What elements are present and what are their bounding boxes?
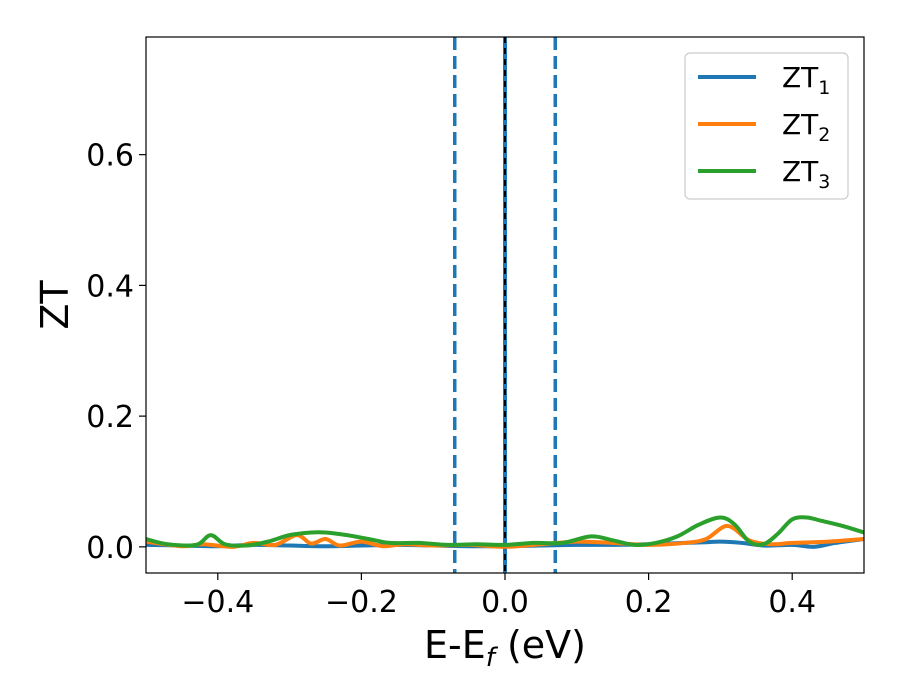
x-tick-label: −0.2 bbox=[325, 585, 398, 620]
x-tick-label: 0.2 bbox=[625, 585, 673, 620]
legend-label-3: ZT3 bbox=[782, 155, 830, 193]
x-axis-ticks: −0.4 −0.2 0.0 0.2 0.4 bbox=[181, 573, 816, 620]
y-axis-label: ZT bbox=[33, 280, 77, 330]
x-axis-label: E-Ef (eV) bbox=[424, 623, 586, 673]
y-tick-label: 0.6 bbox=[86, 139, 134, 174]
series-lines bbox=[146, 515, 864, 549]
y-tick-label: 0.4 bbox=[86, 269, 134, 304]
y-tick-label: 0.0 bbox=[86, 531, 134, 566]
y-tick-label: 0.2 bbox=[86, 400, 134, 435]
legend: ZT1 ZT2 ZT3 bbox=[684, 52, 849, 200]
legend-items: ZT1 ZT2 ZT3 bbox=[698, 61, 830, 193]
vertical-lines bbox=[452, 37, 558, 573]
x-tick-label: −0.4 bbox=[181, 585, 254, 620]
x-tick-label: 0.4 bbox=[768, 585, 816, 620]
legend-label-1: ZT1 bbox=[782, 61, 830, 99]
legend-label-2: ZT2 bbox=[782, 108, 830, 146]
y-axis-ticks: 0.0 0.2 0.4 0.6 bbox=[86, 139, 146, 566]
x-tick-label: 0.0 bbox=[481, 585, 529, 620]
legend-box bbox=[684, 52, 849, 200]
series-line-3 bbox=[146, 515, 864, 548]
x-axis-label-unit: (eV) bbox=[495, 623, 586, 667]
